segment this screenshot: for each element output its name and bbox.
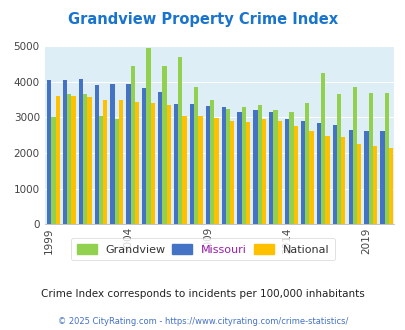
Bar: [182, 116, 186, 224]
Bar: [277, 121, 281, 224]
Bar: [103, 100, 107, 224]
Bar: [134, 102, 139, 224]
Bar: [305, 103, 309, 224]
Bar: [300, 121, 305, 224]
Bar: [214, 118, 218, 224]
Bar: [209, 100, 214, 224]
Bar: [368, 92, 372, 224]
Bar: [352, 87, 356, 224]
Bar: [94, 85, 98, 224]
Bar: [372, 146, 376, 224]
Bar: [273, 110, 277, 224]
Bar: [166, 105, 171, 224]
Bar: [87, 97, 92, 224]
Bar: [198, 116, 202, 224]
Bar: [241, 107, 245, 224]
Bar: [221, 107, 225, 224]
Bar: [332, 125, 336, 224]
Bar: [356, 144, 360, 224]
Bar: [363, 131, 368, 224]
Bar: [284, 119, 289, 224]
Bar: [162, 66, 166, 224]
Text: Grandview Property Crime Index: Grandview Property Crime Index: [68, 12, 337, 26]
Bar: [115, 119, 119, 224]
Bar: [320, 73, 324, 224]
Bar: [173, 104, 178, 224]
Bar: [119, 100, 123, 224]
Bar: [336, 94, 340, 224]
Bar: [225, 109, 230, 224]
Bar: [316, 123, 320, 224]
Bar: [289, 112, 293, 224]
Bar: [194, 87, 198, 224]
Bar: [146, 48, 150, 224]
Bar: [269, 112, 273, 224]
Bar: [384, 92, 388, 224]
Bar: [51, 117, 55, 224]
Bar: [98, 116, 103, 224]
Bar: [309, 131, 313, 224]
Bar: [158, 92, 162, 224]
Bar: [293, 126, 297, 224]
Bar: [324, 136, 329, 224]
Bar: [67, 94, 71, 224]
Bar: [178, 57, 182, 224]
Bar: [379, 131, 384, 224]
Bar: [205, 106, 209, 224]
Bar: [55, 96, 60, 224]
Bar: [237, 112, 241, 224]
Legend: Grandview, Missouri, National: Grandview, Missouri, National: [71, 238, 334, 260]
Bar: [261, 118, 266, 224]
Bar: [388, 148, 392, 224]
Bar: [230, 121, 234, 224]
Text: Crime Index corresponds to incidents per 100,000 inhabitants: Crime Index corresponds to incidents per…: [41, 289, 364, 299]
Bar: [150, 103, 155, 224]
Bar: [63, 80, 67, 224]
Bar: [347, 130, 352, 224]
Bar: [79, 79, 83, 224]
Bar: [71, 96, 75, 224]
Bar: [257, 105, 261, 224]
Bar: [142, 88, 146, 224]
Bar: [340, 137, 345, 224]
Bar: [245, 122, 249, 224]
Bar: [126, 84, 130, 224]
Bar: [83, 94, 87, 224]
Bar: [110, 84, 115, 224]
Bar: [189, 104, 194, 224]
Bar: [253, 110, 257, 224]
Text: © 2025 CityRating.com - https://www.cityrating.com/crime-statistics/: © 2025 CityRating.com - https://www.city…: [58, 317, 347, 326]
Bar: [130, 66, 134, 224]
Bar: [47, 80, 51, 224]
